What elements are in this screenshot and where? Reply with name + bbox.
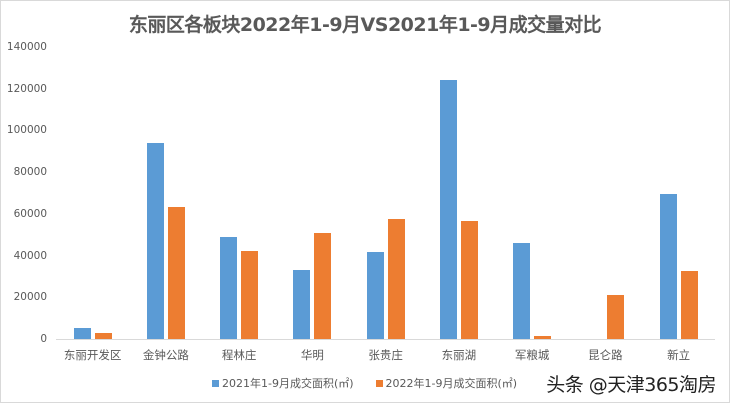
y-tick-label: 60000 (13, 207, 47, 220)
legend-swatch-2021 (212, 379, 219, 387)
y-tick-label: 100000 (6, 124, 47, 137)
x-tick-label: 华明 (300, 348, 324, 362)
bar-2022 (241, 250, 259, 339)
x-tick-label: 金钟公路 (142, 348, 189, 362)
x-axis-line (56, 339, 715, 340)
bar-2022 (167, 206, 185, 339)
watermark: 头条 @天津365淘房 (546, 374, 716, 396)
legend: 2021年1-9月成交面积(㎡) 2022年1-9月成交面积(㎡) (212, 375, 517, 391)
bar-2022 (680, 271, 698, 339)
y-tick-label: 120000 (6, 82, 47, 95)
bar-2021 (293, 269, 311, 339)
bar-2021 (146, 142, 164, 339)
chart-title: 东丽区各板块2022年1-9月VS2021年1-9月成交量对比 (128, 14, 602, 36)
legend-swatch-2022 (375, 379, 383, 387)
x-tick-label: 程林庄 (221, 348, 257, 362)
x-tick-label: 东丽开发区 (63, 348, 122, 362)
y-tick-label: 20000 (13, 291, 47, 304)
bar-2022 (387, 219, 405, 339)
bar-2022 (460, 220, 478, 339)
legend-label-2021: 2021年1-9月成交面积(㎡) (222, 377, 354, 390)
x-tick-label: 张贵庄 (368, 348, 403, 362)
x-tick-label: 东丽湖 (441, 348, 477, 362)
x-tick-label: 新立 (667, 348, 691, 362)
y-tick-label: 40000 (13, 249, 47, 262)
bar-2021 (366, 252, 384, 339)
legend-item-2021: 2021年1-9月成交面积(㎡) (212, 375, 354, 391)
y-tick-label: 0 (40, 333, 47, 345)
bar-2021 (220, 237, 238, 339)
y-tick-label: 80000 (13, 166, 47, 179)
bar-2022 (94, 332, 112, 339)
bar-2021 (439, 79, 457, 339)
legend-item-2022: 2022年1-9月成交面积(㎡) (375, 375, 518, 391)
y-tick-label: 140000 (6, 41, 47, 53)
bar-2022 (314, 233, 332, 339)
bar-2021 (73, 327, 91, 339)
x-tick-label: 昆仑路 (588, 348, 623, 362)
bar-2022 (607, 294, 625, 339)
bar-2021 (513, 243, 531, 339)
x-tick-label: 军粮城 (514, 348, 550, 362)
bar-2021 (659, 194, 677, 339)
bar-2022 (534, 335, 552, 339)
legend-label-2022: 2022年1-9月成交面积(㎡) (385, 377, 518, 390)
